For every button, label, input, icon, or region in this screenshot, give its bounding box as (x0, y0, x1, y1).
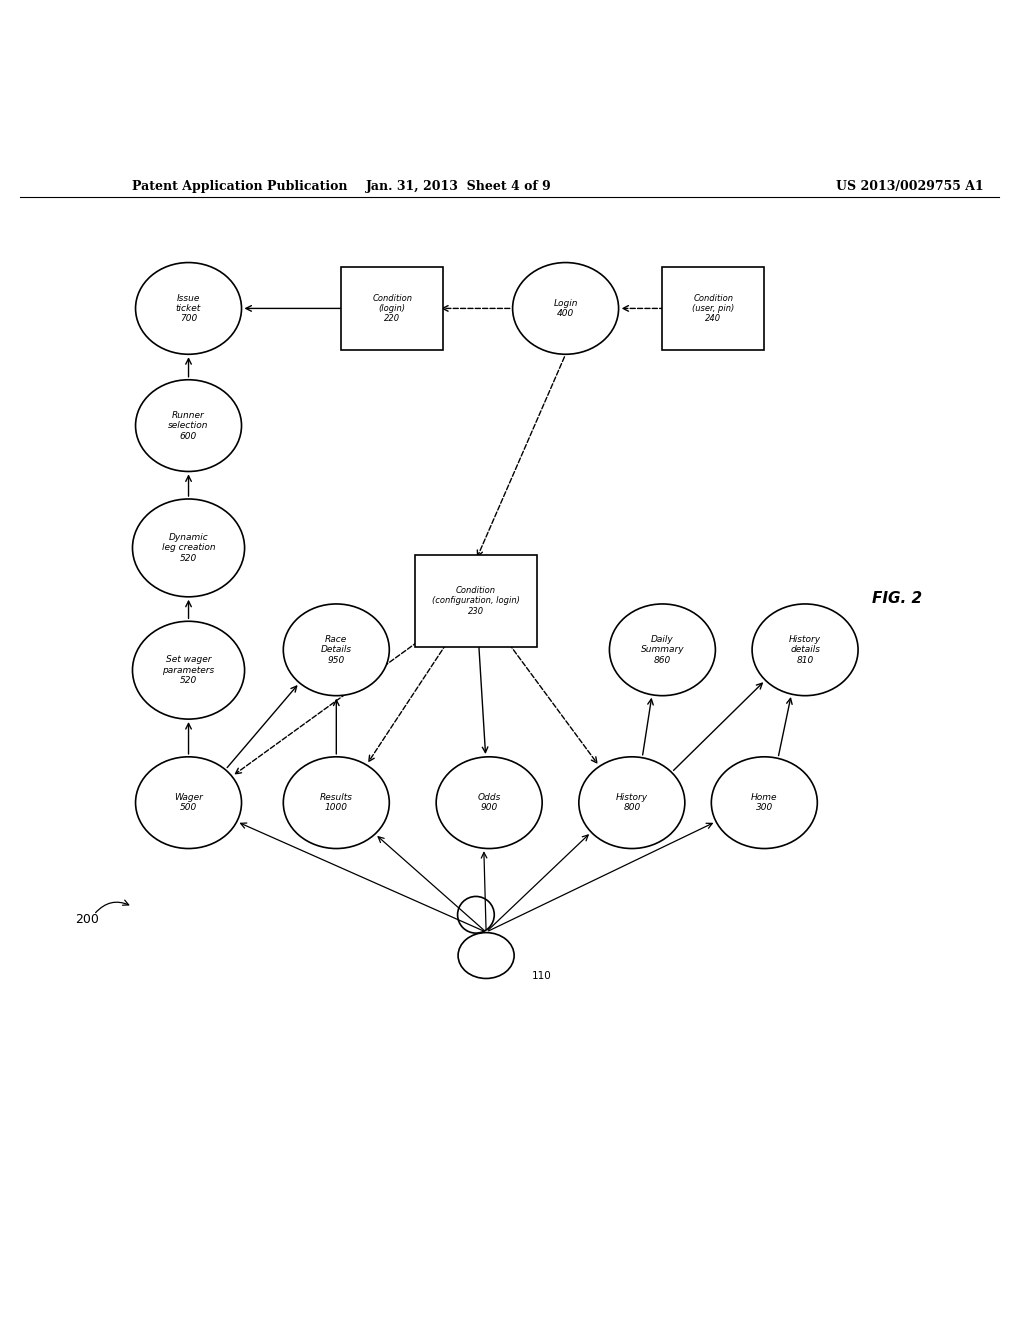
Text: Runner
selection
600: Runner selection 600 (168, 411, 209, 441)
Text: Daily
Summary
860: Daily Summary 860 (641, 635, 684, 665)
Ellipse shape (135, 756, 242, 849)
FancyBboxPatch shape (663, 267, 764, 350)
Ellipse shape (135, 263, 242, 354)
Ellipse shape (132, 622, 245, 719)
Text: Jan. 31, 2013  Sheet 4 of 9: Jan. 31, 2013 Sheet 4 of 9 (366, 180, 552, 193)
Ellipse shape (135, 380, 242, 471)
Text: Patent Application Publication: Patent Application Publication (132, 180, 348, 193)
Text: Condition
(user, pin)
240: Condition (user, pin) 240 (692, 293, 734, 323)
Text: 110: 110 (532, 972, 552, 981)
Ellipse shape (609, 605, 716, 696)
Text: Condition
(configuration, login)
230: Condition (configuration, login) 230 (432, 586, 520, 616)
Text: Condition
(login)
220: Condition (login) 220 (373, 293, 413, 323)
Text: Issue
ticket
700: Issue ticket 700 (176, 293, 201, 323)
Text: 200: 200 (75, 913, 98, 927)
FancyBboxPatch shape (341, 267, 443, 350)
Ellipse shape (284, 605, 389, 696)
Text: Dynamic
leg creation
520: Dynamic leg creation 520 (162, 533, 215, 562)
Ellipse shape (436, 756, 542, 849)
Ellipse shape (752, 605, 858, 696)
Text: Wager
500: Wager 500 (174, 793, 203, 812)
Text: FIG. 2: FIG. 2 (871, 591, 922, 606)
Text: Login
400: Login 400 (553, 298, 578, 318)
Ellipse shape (579, 756, 685, 849)
Ellipse shape (284, 756, 389, 849)
Ellipse shape (513, 263, 618, 354)
Text: History
800: History 800 (615, 793, 648, 812)
Text: Set wager
parameters
520: Set wager parameters 520 (163, 655, 215, 685)
FancyBboxPatch shape (415, 554, 537, 647)
Ellipse shape (712, 756, 817, 849)
Text: History
details
810: History details 810 (790, 635, 821, 665)
Text: Race
Details
950: Race Details 950 (321, 635, 352, 665)
Ellipse shape (132, 499, 245, 597)
Text: Odds
900: Odds 900 (477, 793, 501, 812)
Text: Home
300: Home 300 (751, 793, 777, 812)
Text: Results
1000: Results 1000 (319, 793, 353, 812)
Text: US 2013/0029755 A1: US 2013/0029755 A1 (836, 180, 983, 193)
